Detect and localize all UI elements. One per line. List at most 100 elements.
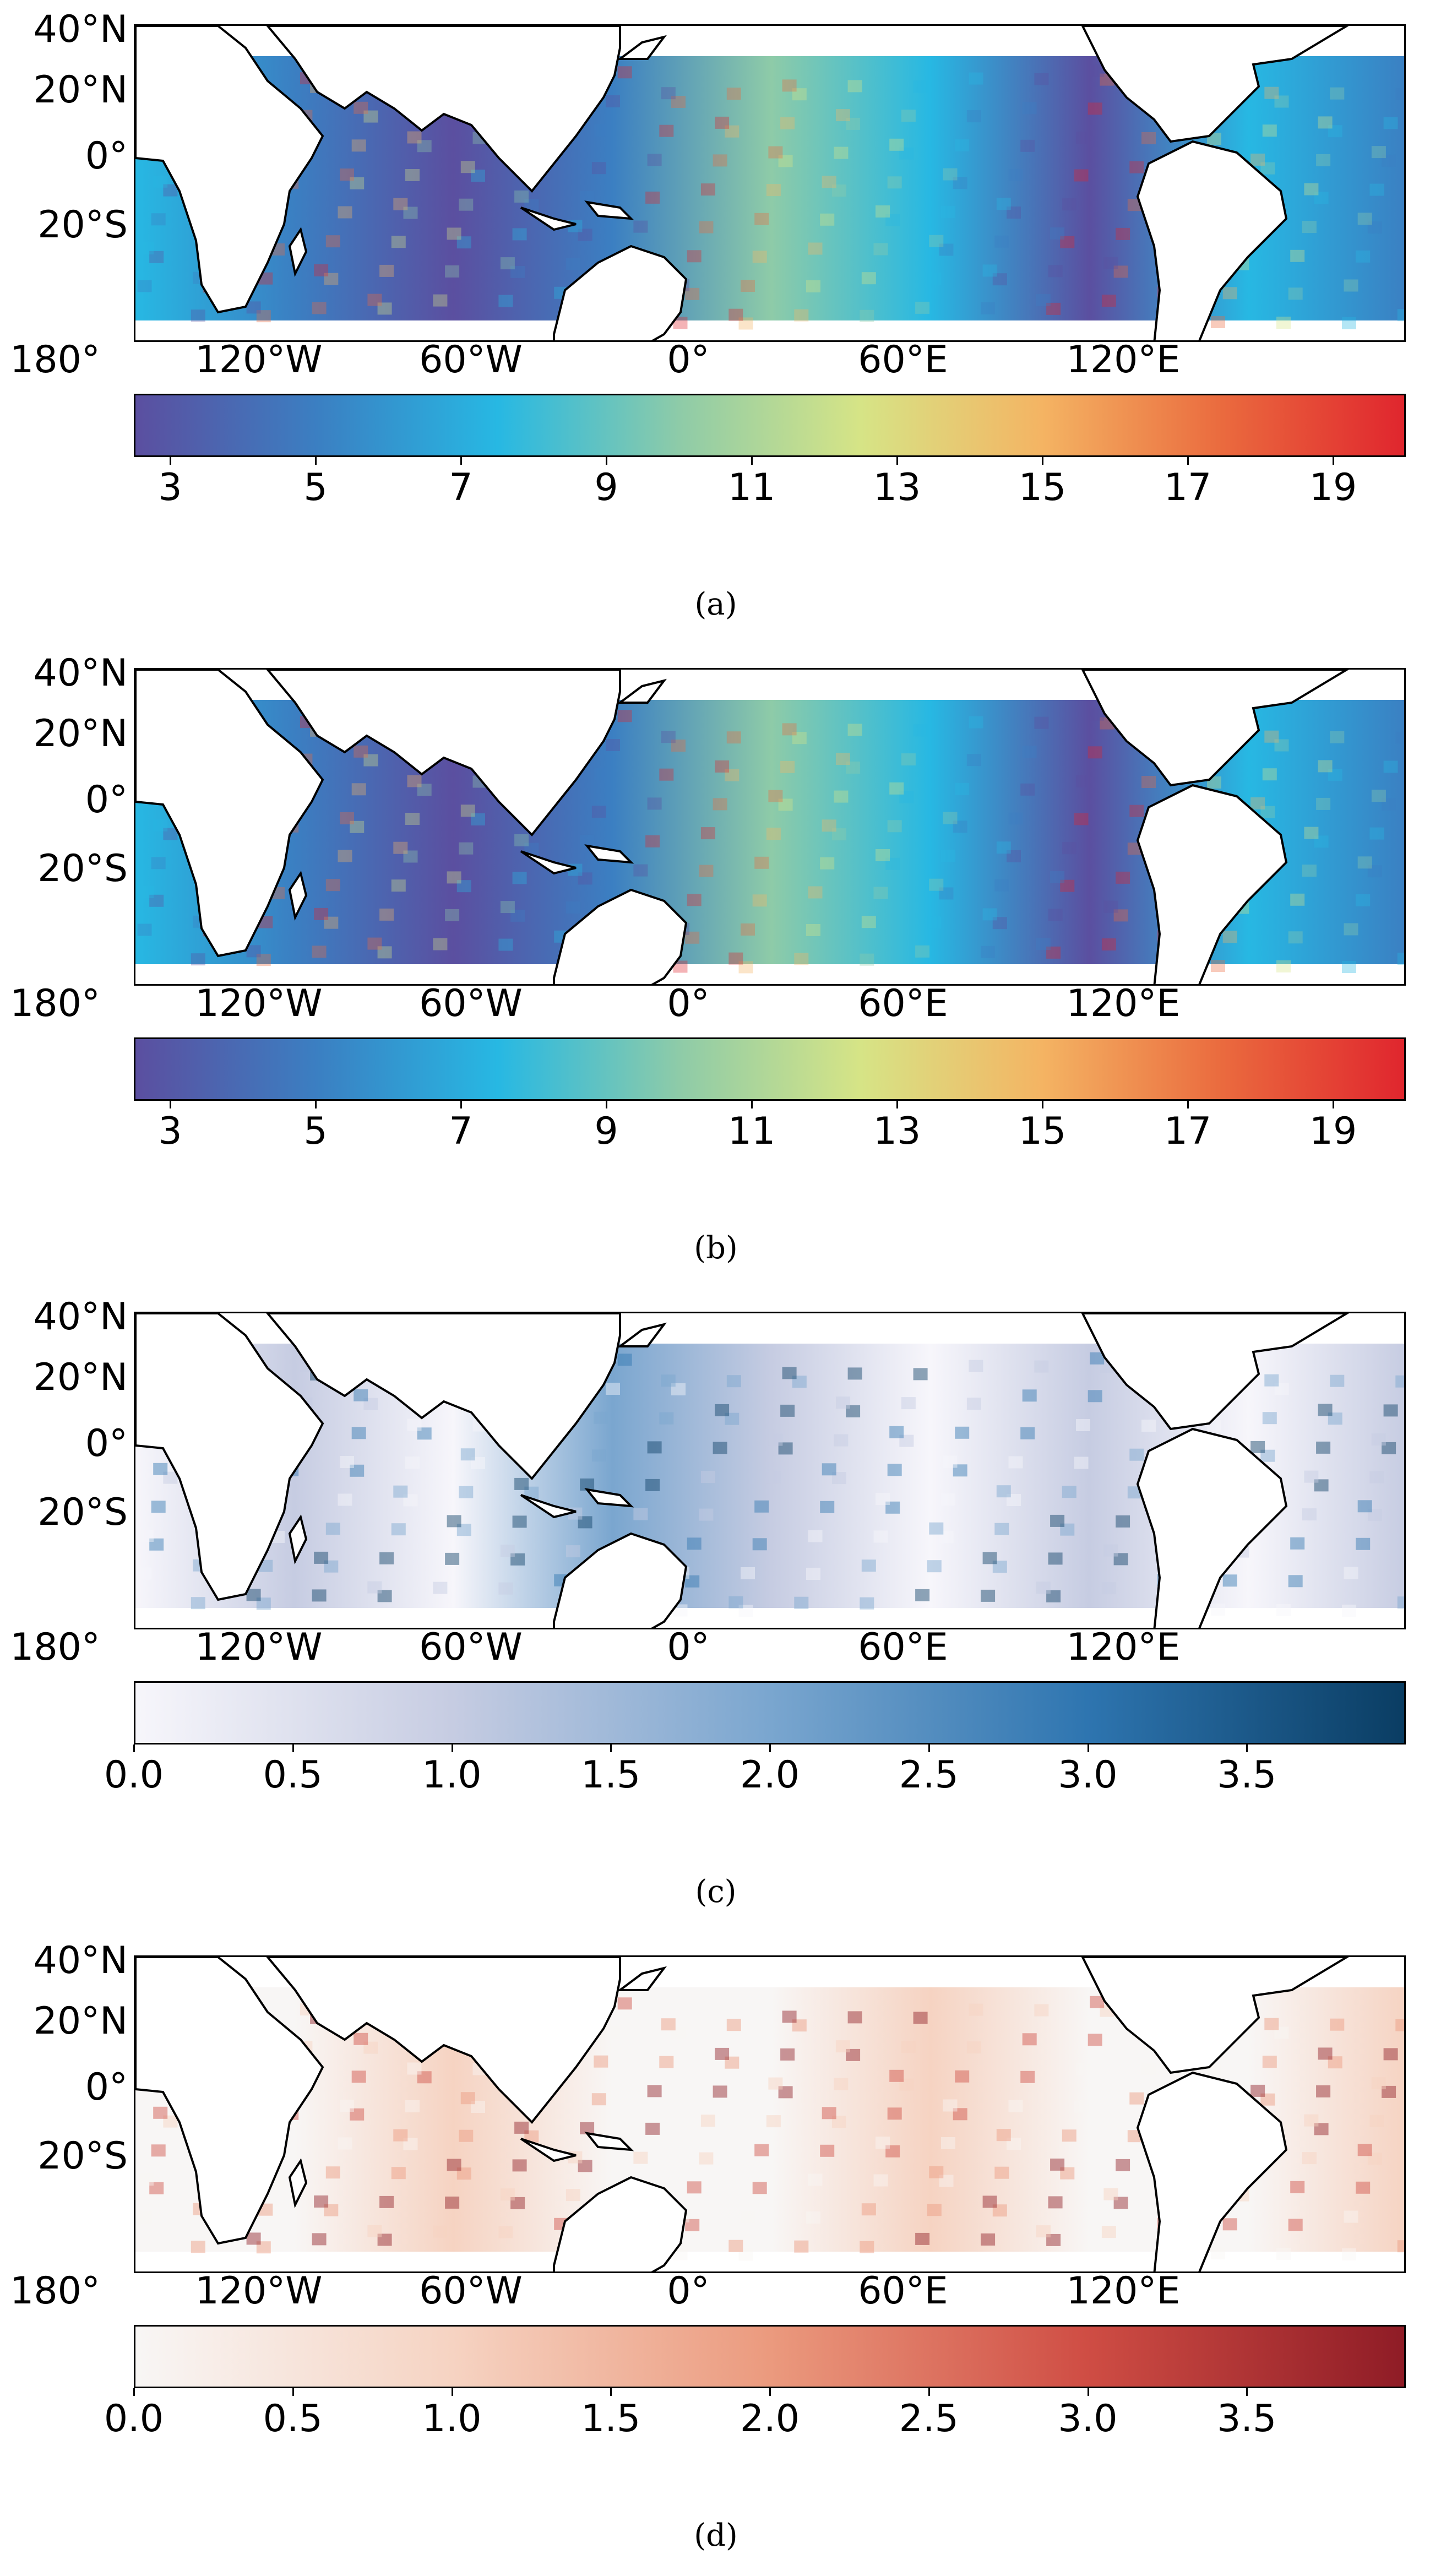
field-cell bbox=[820, 213, 835, 226]
colorbar bbox=[134, 2325, 1406, 2388]
field-cell bbox=[1328, 2056, 1342, 2069]
field-cell bbox=[738, 961, 753, 974]
field-cell bbox=[163, 2115, 178, 2128]
colorbar-tick-label: 5 bbox=[303, 466, 328, 509]
field-cell bbox=[1076, 132, 1090, 144]
panel-caption: (b) bbox=[694, 1230, 738, 1266]
field-cell bbox=[510, 265, 525, 278]
colorbar-tick-label: 2.5 bbox=[899, 2397, 959, 2441]
field-cell bbox=[456, 236, 471, 249]
colorbar-tick-label: 0.0 bbox=[104, 1753, 164, 1797]
field-cell bbox=[1290, 2181, 1305, 2193]
colorbar-tick bbox=[928, 1744, 930, 1752]
colorbar-tick bbox=[292, 1744, 294, 1752]
field-cell bbox=[456, 1524, 471, 1536]
field-cell bbox=[996, 198, 1011, 210]
lon-tick-label: 120°W bbox=[195, 982, 323, 1025]
field-cell bbox=[969, 2003, 983, 2016]
field-cell bbox=[700, 183, 715, 196]
field-cell bbox=[927, 273, 942, 285]
field-cell bbox=[996, 2129, 1011, 2142]
field-cell bbox=[1262, 768, 1277, 781]
coastline bbox=[520, 1494, 577, 1519]
coastline bbox=[266, 1313, 621, 1480]
field-cell bbox=[939, 1531, 954, 1544]
coastline bbox=[520, 206, 577, 231]
field-cell bbox=[671, 1383, 686, 1395]
lon-tick-label: 60°W bbox=[419, 338, 523, 382]
field-cell bbox=[955, 1426, 970, 1439]
field-cell bbox=[1088, 2034, 1102, 2046]
field-cell bbox=[1344, 2210, 1358, 2223]
field-cell bbox=[1330, 87, 1345, 100]
field-cell bbox=[822, 176, 836, 188]
field-cell bbox=[659, 124, 674, 137]
colorbar-tick-label: 9 bbox=[594, 466, 618, 509]
field-cell bbox=[566, 1545, 580, 1558]
field-cell bbox=[782, 1367, 797, 1379]
field-cell bbox=[847, 80, 862, 93]
field-cell bbox=[633, 2151, 648, 2164]
field-cell bbox=[994, 879, 1009, 892]
field-cell bbox=[447, 2159, 461, 2171]
field-cell bbox=[377, 1590, 392, 1602]
colorbar-tick-label: 13 bbox=[873, 466, 921, 509]
field-cell bbox=[460, 1448, 475, 1461]
field-cell bbox=[955, 139, 970, 151]
field-cell bbox=[835, 753, 850, 765]
field-cell bbox=[941, 1493, 955, 1506]
colorbar-tick-label: 3.0 bbox=[1058, 1753, 1118, 1797]
map-panel-a: 40°N 20°N 0° 20°S 180° 120°W 60°W 0° 60°E 120°E 3 5… bbox=[0, 0, 1430, 644]
coastline bbox=[1081, 1313, 1349, 1431]
field-cell bbox=[1264, 2018, 1279, 2030]
field-cell bbox=[403, 2138, 418, 2150]
field-cell bbox=[1022, 102, 1037, 115]
field-cell bbox=[312, 1589, 327, 1602]
lon-tick-label: 60°E bbox=[858, 982, 948, 1025]
field-cell bbox=[899, 1434, 914, 1447]
field-cell bbox=[1260, 2093, 1275, 2106]
field-cell bbox=[929, 1522, 944, 1535]
field-cell bbox=[445, 265, 460, 278]
field-cell bbox=[943, 812, 958, 824]
coastline bbox=[553, 2176, 688, 2271]
field-cell bbox=[314, 907, 329, 920]
field-cell bbox=[512, 228, 527, 241]
field-cell bbox=[915, 1589, 930, 1601]
map-panel-b: 40°N 20°N 0° 20°S 180° 120°W 60°W 0° 60°E 120°E 3 5… bbox=[0, 644, 1430, 1287]
field-cell bbox=[1264, 86, 1279, 99]
field-cell bbox=[1397, 1596, 1404, 1609]
field-cell bbox=[1276, 317, 1291, 329]
field-cell bbox=[1367, 1509, 1382, 1521]
field-cell bbox=[1369, 183, 1384, 196]
panel-caption: (d) bbox=[694, 2518, 738, 2553]
field-cell bbox=[1007, 1494, 1021, 1506]
coastline bbox=[584, 1488, 634, 1508]
map-plot-area bbox=[134, 1312, 1406, 1629]
field-cell bbox=[661, 2018, 676, 2031]
field-cell bbox=[633, 864, 648, 877]
field-cell bbox=[1371, 2077, 1386, 2090]
lon-tick-label: 60°W bbox=[419, 1626, 523, 1669]
field-cell bbox=[794, 2240, 809, 2253]
field-cell bbox=[594, 1411, 608, 1424]
field-cell bbox=[738, 2248, 753, 2261]
field-cell bbox=[312, 945, 327, 958]
map-panel-d: 40°N 20°N 0° 20°S 180° 120°W 60°W 0° 60°E 120°E 0.… bbox=[0, 1931, 1430, 2575]
field-cell bbox=[741, 923, 755, 936]
field-cell bbox=[645, 1479, 660, 1491]
field-cell bbox=[606, 1383, 620, 1395]
field-cell bbox=[151, 213, 166, 226]
field-cell bbox=[887, 176, 902, 189]
colorbar-tick-label: 9 bbox=[594, 1110, 618, 1153]
field-cell bbox=[1369, 2115, 1384, 2127]
field-cell bbox=[459, 2129, 474, 2142]
map-panel-c: 40°N 20°N 0° 20°S 180° 120°W 60°W 0° 60°E 120°E 0.… bbox=[0, 1287, 1430, 1931]
field-cell bbox=[407, 2062, 422, 2075]
colorbar-tick-label: 17 bbox=[1163, 466, 1212, 509]
field-cell bbox=[580, 2122, 595, 2134]
field-cell bbox=[580, 834, 595, 847]
colorbar-tick bbox=[1087, 1744, 1089, 1752]
field-cell bbox=[1314, 835, 1329, 848]
field-cell bbox=[354, 2032, 368, 2045]
